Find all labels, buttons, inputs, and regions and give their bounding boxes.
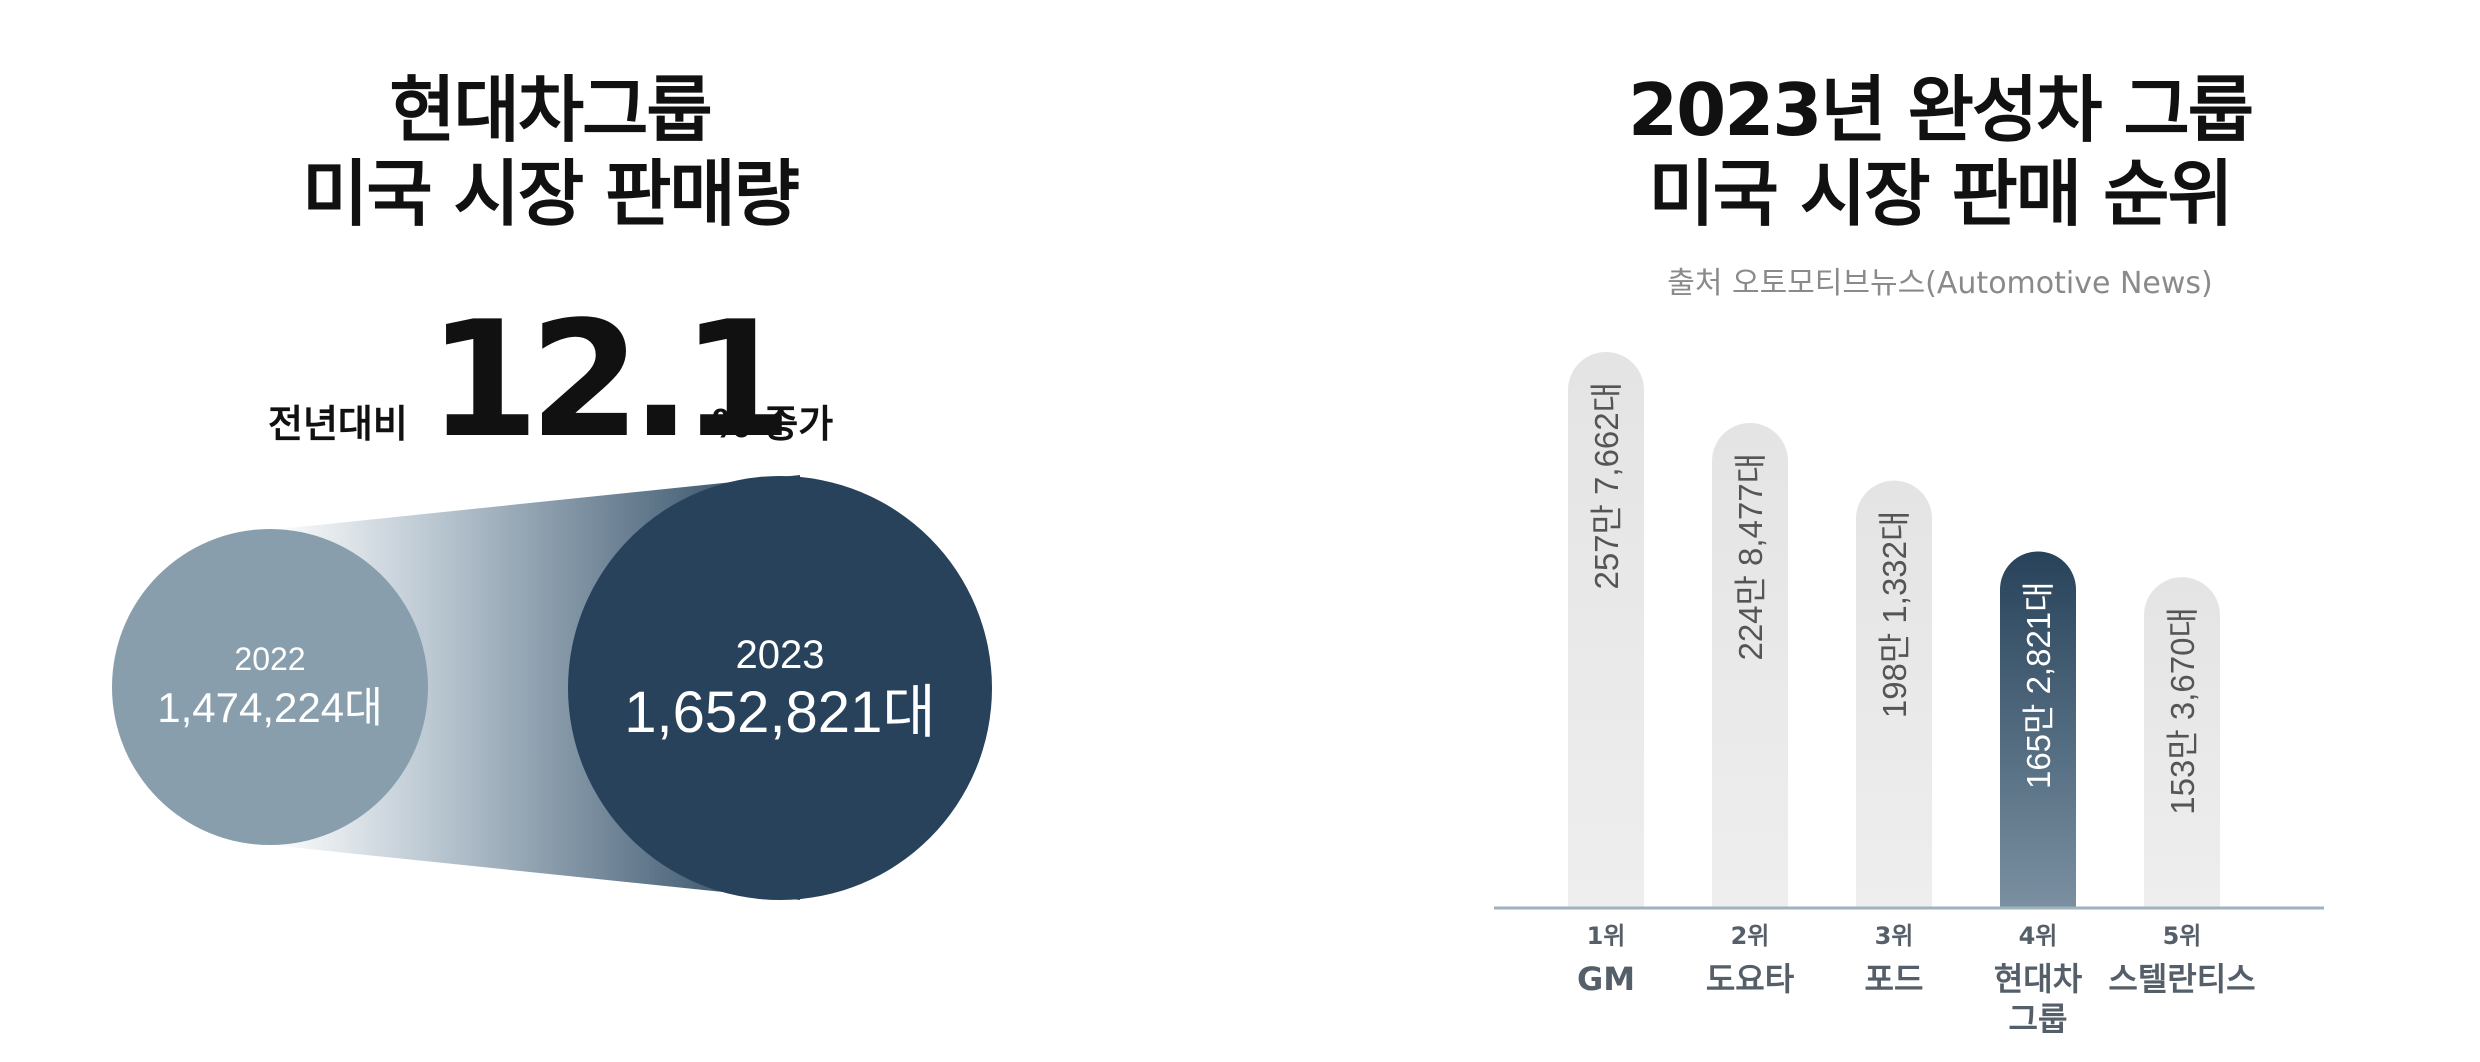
left-title-line2: 미국 시장 판매량 (302, 152, 800, 236)
year-2023-label: 2023 (736, 633, 825, 677)
bar-4 (2000, 551, 2076, 908)
rank-label-5: 5위 (2163, 922, 2202, 950)
bar-value-label-2: 224만 8,477대 (1732, 453, 1769, 661)
bar-1 (1568, 352, 1644, 908)
sales-comparison-graphic: 2022 1,474,224대 2023 1,652,821대 (112, 475, 992, 900)
bar-value-label-3: 198만 1,332대 (1876, 511, 1913, 719)
sales-2022-label: 1,474,224대 (157, 684, 383, 731)
bar-value-label-1: 257만 7,662대 (1588, 382, 1625, 590)
category-label-4: 그룹 (2009, 1000, 2068, 1038)
growth-value: 12.1 (428, 286, 793, 473)
bar-5 (2144, 577, 2220, 908)
bar-2 (1712, 423, 1788, 908)
chart-title-line2: 미국 시장 판매 순위 (1648, 152, 2233, 236)
category-label-5: 스텔란티스 (2108, 960, 2255, 998)
category-label-2: 도요타 (1706, 960, 1795, 998)
rank-label-1: 1위 (1587, 922, 1626, 950)
left-panel-title: 현대차그룹 미국 시장 판매량 (150, 68, 950, 236)
category-label-3: 포드 (1865, 960, 1924, 998)
year-2022-label: 2022 (234, 641, 305, 677)
category-label-4: 현대차 (1994, 960, 2083, 998)
bar-value-label-5: 153만 3,670대 (2164, 607, 2201, 815)
growth-prefix: 전년대비 (268, 402, 408, 446)
bar-3 (1856, 480, 1932, 908)
chart-title: 2023년 완성차 그룹 미국 시장 판매 순위 (1510, 68, 2370, 236)
rank-label-3: 3위 (1875, 922, 1914, 950)
left-title-line1: 현대차그룹 (389, 68, 712, 152)
circle-2023 (568, 476, 992, 900)
bar-value-label-4: 165만 2,821대 (2020, 581, 2057, 789)
sales-2023-label: 1,652,821대 (624, 680, 935, 745)
rank-label-2: 2위 (1731, 922, 1770, 950)
rank-label-4: 4위 (2019, 922, 2058, 950)
chart-source: 출처 오토모티브뉴스(Automotive News) (1667, 266, 2213, 301)
growth-suffix: % 증가 (712, 402, 834, 446)
chart-title-line1: 2023년 완성차 그룹 (1628, 68, 2254, 152)
category-label-1: GM (1577, 960, 1635, 998)
circle-2022 (112, 529, 428, 845)
